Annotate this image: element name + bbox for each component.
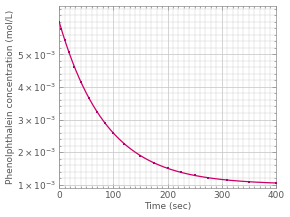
Y-axis label: Phenolphthalein concentration (mol/L): Phenolphthalein concentration (mol/L) [6,10,14,184]
X-axis label: Time (sec): Time (sec) [144,202,191,211]
